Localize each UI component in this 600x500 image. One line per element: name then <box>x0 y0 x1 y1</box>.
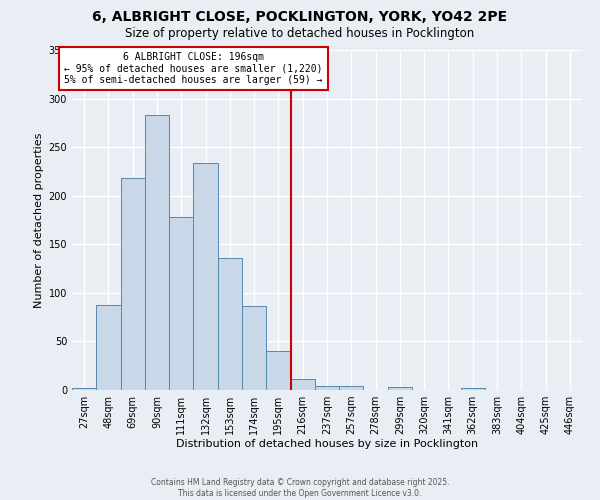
Bar <box>339 386 364 390</box>
Bar <box>169 217 193 390</box>
Bar <box>96 306 121 390</box>
Bar <box>290 380 315 390</box>
Bar <box>145 115 169 390</box>
Bar <box>193 162 218 390</box>
Bar <box>315 386 339 390</box>
Bar <box>266 351 290 390</box>
Bar <box>461 388 485 390</box>
Bar <box>388 387 412 390</box>
Bar <box>121 178 145 390</box>
Text: Contains HM Land Registry data © Crown copyright and database right 2025.
This d: Contains HM Land Registry data © Crown c… <box>151 478 449 498</box>
Bar <box>242 306 266 390</box>
Text: 6, ALBRIGHT CLOSE, POCKLINGTON, YORK, YO42 2PE: 6, ALBRIGHT CLOSE, POCKLINGTON, YORK, YO… <box>92 10 508 24</box>
Text: Size of property relative to detached houses in Pocklington: Size of property relative to detached ho… <box>125 28 475 40</box>
Bar <box>218 258 242 390</box>
Text: 6 ALBRIGHT CLOSE: 196sqm
← 95% of detached houses are smaller (1,220)
5% of semi: 6 ALBRIGHT CLOSE: 196sqm ← 95% of detach… <box>64 52 323 85</box>
Bar <box>72 388 96 390</box>
X-axis label: Distribution of detached houses by size in Pocklington: Distribution of detached houses by size … <box>176 438 478 448</box>
Y-axis label: Number of detached properties: Number of detached properties <box>34 132 44 308</box>
